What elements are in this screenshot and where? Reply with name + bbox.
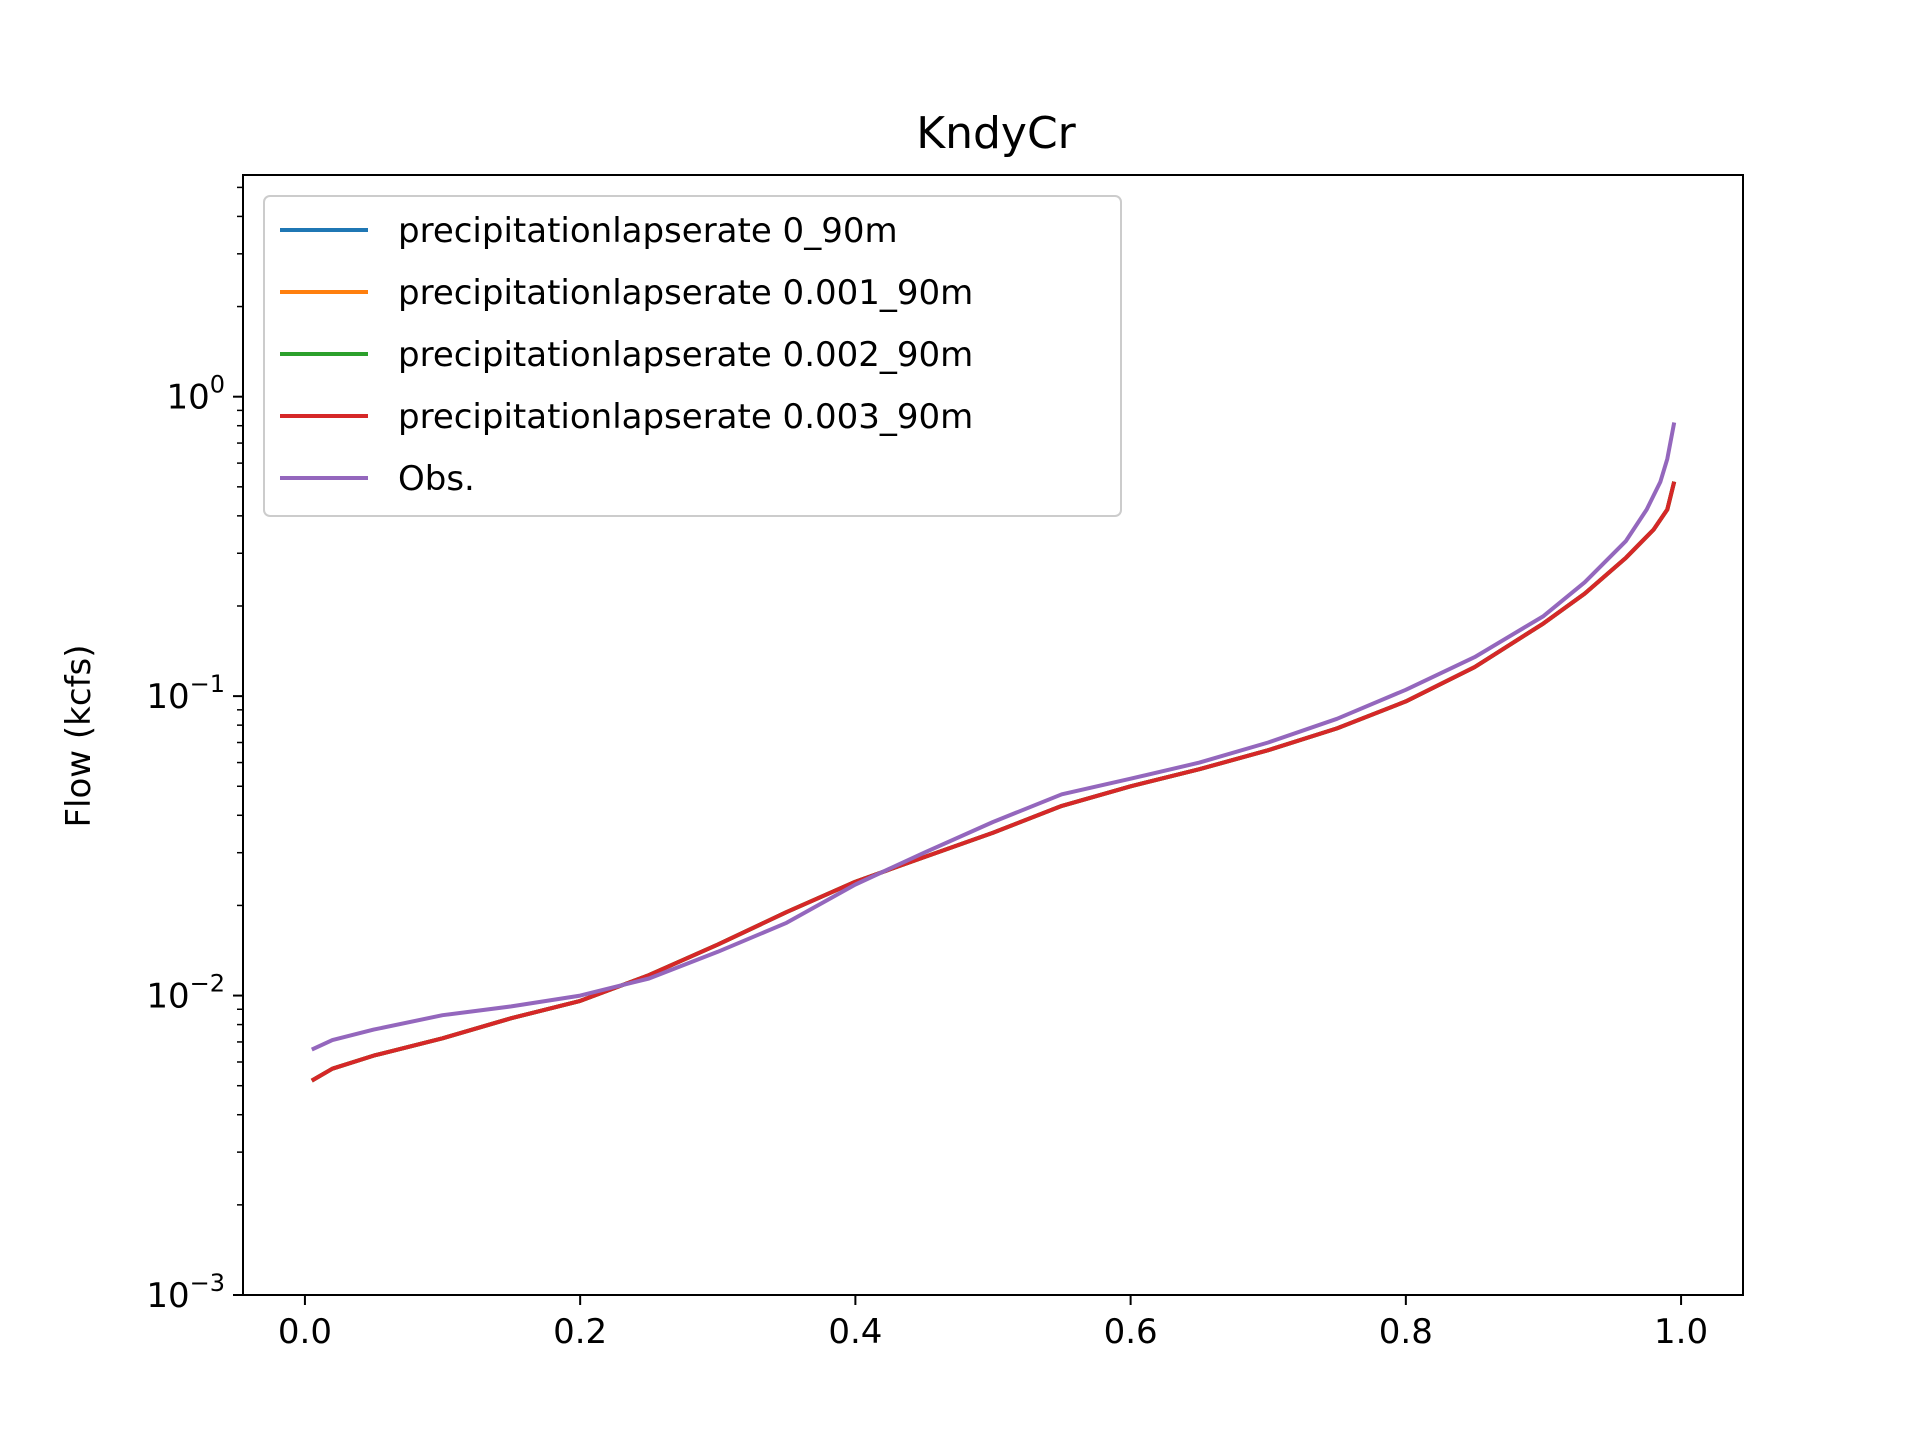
legend-label-1: precipitationlapserate 0.001_90m: [398, 273, 973, 313]
legend-label-0: precipitationlapserate 0_90m: [398, 211, 898, 251]
legend-box: [263, 195, 1122, 517]
x-tick-label-3: 0.6: [1104, 1312, 1158, 1352]
plot-frame: [242, 174, 1744, 1296]
plot-lines: [310, 422, 1677, 1083]
x-tick-label-4: 0.8: [1379, 1312, 1433, 1352]
x-axis-ticks: 0.0 0.2 0.4 0.6 0.8 1.0: [278, 1295, 1708, 1352]
y-tick-label-2: 10−1: [146, 670, 225, 717]
x-tick-label-0: 0.0: [278, 1312, 332, 1352]
chart-title: KndyCr: [916, 108, 1076, 159]
y-axis-ticks: 10−3 10−2 10−1 100: [146, 186, 243, 1316]
legend-label-3: precipitationlapserate 0.003_90m: [398, 397, 973, 437]
series-line-3: [310, 481, 1677, 1083]
x-tick-label-2: 0.4: [828, 1312, 882, 1352]
x-tick-label-1: 0.2: [553, 1312, 607, 1352]
legend-label-4: Obs.: [398, 459, 475, 499]
legend-label-2: precipitationlapserate 0.002_90m: [398, 335, 973, 375]
legend: precipitationlapserate 0_90m precipitatio…: [263, 195, 1122, 517]
x-tick-label-5: 1.0: [1654, 1312, 1708, 1352]
y-tick-label-0: 10−3: [146, 1269, 225, 1316]
y-tick-label-3: 100: [166, 371, 225, 418]
y-axis-label: Flow (kcfs): [59, 644, 99, 827]
series-line-4: [310, 422, 1677, 1052]
y-tick-label-1: 10−2: [146, 970, 225, 1017]
